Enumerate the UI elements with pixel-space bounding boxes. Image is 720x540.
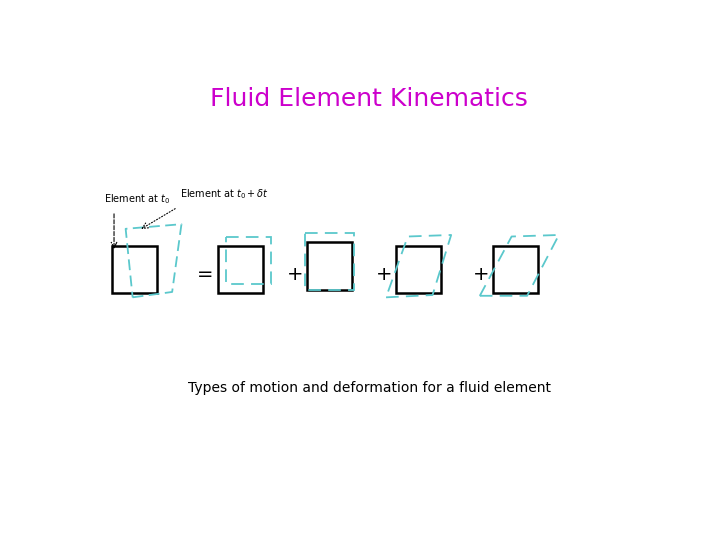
- Text: +: +: [287, 265, 304, 284]
- Text: +: +: [377, 265, 392, 284]
- Bar: [305, 233, 354, 289]
- Text: Element at $t_0 + \delta t$: Element at $t_0 + \delta t$: [180, 187, 269, 201]
- Text: Types of motion and deformation for a fluid element: Types of motion and deformation for a fl…: [187, 381, 551, 395]
- Text: Element at $t_0$: Element at $t_0$: [104, 192, 170, 206]
- Bar: [396, 246, 441, 294]
- Text: +: +: [473, 265, 490, 284]
- Text: =: =: [197, 265, 213, 284]
- Bar: [112, 246, 157, 294]
- Text: Fluid Element Kinematics: Fluid Element Kinematics: [210, 87, 528, 111]
- Bar: [225, 237, 271, 284]
- Bar: [218, 246, 263, 294]
- Bar: [493, 246, 538, 294]
- Bar: [307, 242, 352, 289]
